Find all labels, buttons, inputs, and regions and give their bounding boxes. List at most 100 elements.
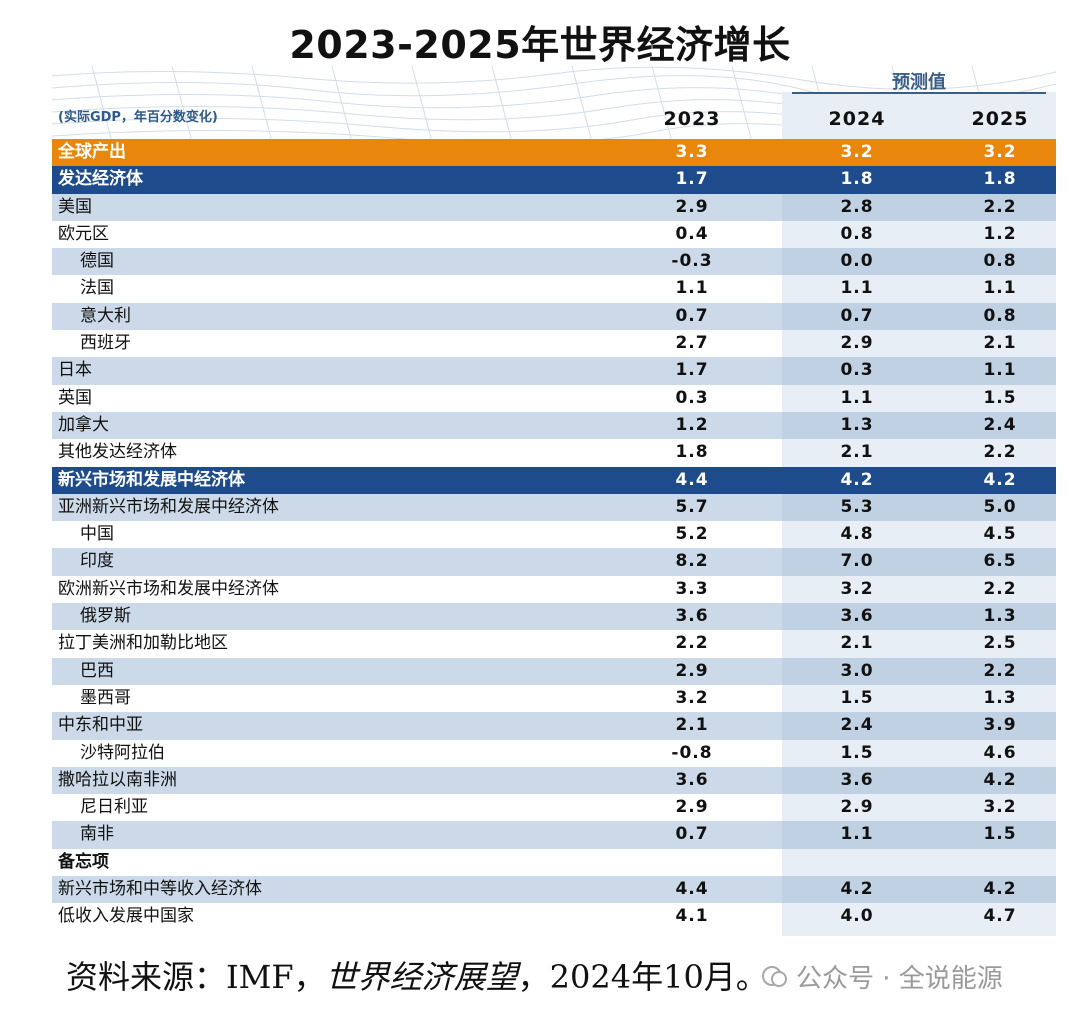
source-publication: 世界经济展望: [325, 958, 518, 996]
row-label: 其他发达经济体: [58, 442, 177, 463]
cell-2025: 2.2: [983, 442, 1017, 463]
cell-2024: 1.8: [840, 169, 874, 190]
forecast-underline: [792, 92, 1046, 94]
cell-2025: 4.2: [983, 469, 1017, 490]
table-row: 美国 2.9 2.8 2.2: [52, 193, 1056, 221]
cell-2023: 0.7: [675, 824, 709, 845]
table-row: 中国 5.2 4.8 4.5: [52, 521, 1056, 548]
table-row: 沙特阿拉伯 -0.8 1.5 4.6: [52, 740, 1056, 767]
cell-2024: 2.8: [840, 196, 874, 217]
cell-2025: 2.2: [983, 660, 1017, 681]
cell-2024: 0.8: [840, 223, 874, 244]
cell-2023: -0.3: [671, 251, 713, 272]
cell-2024: 3.6: [840, 769, 874, 790]
cell-2025: 6.5: [983, 551, 1017, 572]
table-row: 新兴市场和发展中经济体 4.4 4.2 4.2: [52, 466, 1056, 494]
cell-2025: 0.8: [983, 251, 1017, 272]
row-label: 墨西哥: [80, 687, 131, 708]
cell-2023: 5.7: [675, 496, 709, 517]
cell-2023: 2.1: [675, 715, 709, 736]
table-row: 备忘项: [52, 849, 1056, 876]
row-label: 印度: [80, 551, 114, 572]
cell-2025: 1.1: [983, 360, 1017, 381]
table-row: 墨西哥 3.2 1.5 1.3: [52, 685, 1056, 712]
cell-2024: 4.2: [840, 879, 874, 900]
cell-2023: 3.3: [675, 578, 709, 599]
forecast-label: 预测值: [892, 72, 946, 93]
table-row: 德国 -0.3 0.0 0.8: [52, 248, 1056, 276]
cell-2025: 4.2: [983, 769, 1017, 790]
table-body: 全球产出 3.3 3.2 3.2 发达经济体 1.7 1.8 1.8 美国 2.9 2.8 2.2 欧元…: [52, 139, 1056, 931]
row-label: 撒哈拉以南非洲: [58, 769, 177, 790]
source-note: 资料来源：IMF，世界经济展望，2024年10月。: [66, 952, 768, 998]
row-label: 意大利: [80, 305, 131, 326]
cell-2023: 2.9: [675, 196, 709, 217]
cell-2024: 1.1: [840, 824, 874, 845]
cell-2023: 1.8: [675, 442, 709, 463]
cell-2024: 2.9: [840, 797, 874, 818]
table-row: 欧洲新兴市场和发展中经济体 3.3 3.2 2.2: [52, 576, 1056, 603]
cell-2023: 3.2: [675, 687, 709, 708]
row-label: 英国: [58, 387, 92, 408]
source-prefix: 资料来源：IMF，: [66, 958, 326, 996]
row-label: 全球产出: [58, 142, 126, 162]
cell-2024: 2.1: [840, 442, 874, 463]
source-suffix: ，2024年10月。: [517, 958, 768, 996]
cell-2023: 2.9: [675, 797, 709, 818]
table-row: 亚洲新兴市场和发展中经济体 5.7 5.3 5.0: [52, 493, 1056, 522]
table-row: 日本 1.7 0.3 1.1: [52, 357, 1056, 385]
cell-2025: 2.4: [983, 414, 1017, 435]
cell-2023: 4.4: [675, 879, 709, 900]
table-row: 其他发达经济体 1.8 2.1 2.2: [52, 439, 1056, 466]
row-label: 新兴市场和中等收入经济体: [58, 879, 262, 900]
cell-2023: 1.7: [675, 169, 709, 190]
cell-2024: 1.5: [840, 742, 874, 763]
cell-2023: 2.9: [675, 660, 709, 681]
table-row: 欧元区 0.4 0.8 1.2: [52, 221, 1056, 248]
table-row: 意大利 0.7 0.7 0.8: [52, 302, 1056, 331]
cell-2025: 5.0: [983, 496, 1017, 517]
table-row: 俄罗斯 3.6 3.6 1.3: [52, 603, 1056, 631]
table-row: 新兴市场和中等收入经济体 4.4 4.2 4.2: [52, 876, 1056, 904]
row-label: 中东和中亚: [58, 715, 143, 736]
cell-2023: 5.2: [675, 524, 709, 545]
table-row: 撒哈拉以南非洲 3.6 3.6 4.2: [52, 766, 1056, 795]
growth-table: 预测值 (实际GDP，年百分数变化) 2023 2024 2025 全球产出 3.…: [52, 66, 1056, 936]
cell-2023: 1.1: [675, 278, 709, 299]
cell-2023: 2.7: [675, 333, 709, 354]
cell-2024: 2.4: [840, 715, 874, 736]
cell-2024: 2.1: [840, 633, 874, 654]
table-row: 印度 8.2 7.0 6.5: [52, 548, 1056, 576]
cell-2024: 0.7: [840, 305, 874, 326]
cell-2023: 4.4: [675, 469, 709, 490]
cell-2025: 4.6: [983, 742, 1017, 763]
row-label: 德国: [80, 251, 114, 272]
cell-2023: 8.2: [675, 551, 709, 572]
cell-2023: 3.6: [675, 606, 709, 627]
cell-2025: 1.3: [983, 687, 1017, 708]
row-label: 俄罗斯: [80, 606, 131, 627]
cell-2024: 7.0: [840, 551, 874, 572]
cell-2025: 4.2: [983, 879, 1017, 900]
row-label: 尼日利亚: [80, 797, 148, 818]
cell-2025: 1.1: [983, 278, 1017, 299]
row-label: 欧元区: [58, 223, 109, 244]
table-row: 南非 0.7 1.1 1.5: [52, 821, 1056, 849]
cell-2024: 3.2: [840, 142, 874, 162]
year-header-2023: 2023: [663, 108, 721, 130]
table-row: 巴西 2.9 3.0 2.2: [52, 657, 1056, 685]
row-label: 加拿大: [58, 414, 109, 435]
cell-2024: 1.3: [840, 414, 874, 435]
cell-2025: 0.8: [983, 305, 1017, 326]
unit-note: (实际GDP，年百分数变化): [58, 110, 218, 125]
cell-2023: 1.7: [675, 360, 709, 381]
table-row: 西班牙 2.7 2.9 2.1: [52, 330, 1056, 357]
cell-2025: 2.2: [983, 578, 1017, 599]
page-title: 2023-2025年世界经济增长: [289, 23, 791, 67]
cell-2024: 3.0: [840, 660, 874, 681]
table-row: 拉丁美洲和加勒比地区 2.2 2.1 2.5: [52, 630, 1056, 657]
row-label: 南非: [80, 824, 114, 845]
cell-2025: 3.2: [983, 797, 1017, 818]
cell-2024: 1.1: [840, 278, 874, 299]
cell-2023: -0.8: [671, 742, 713, 763]
